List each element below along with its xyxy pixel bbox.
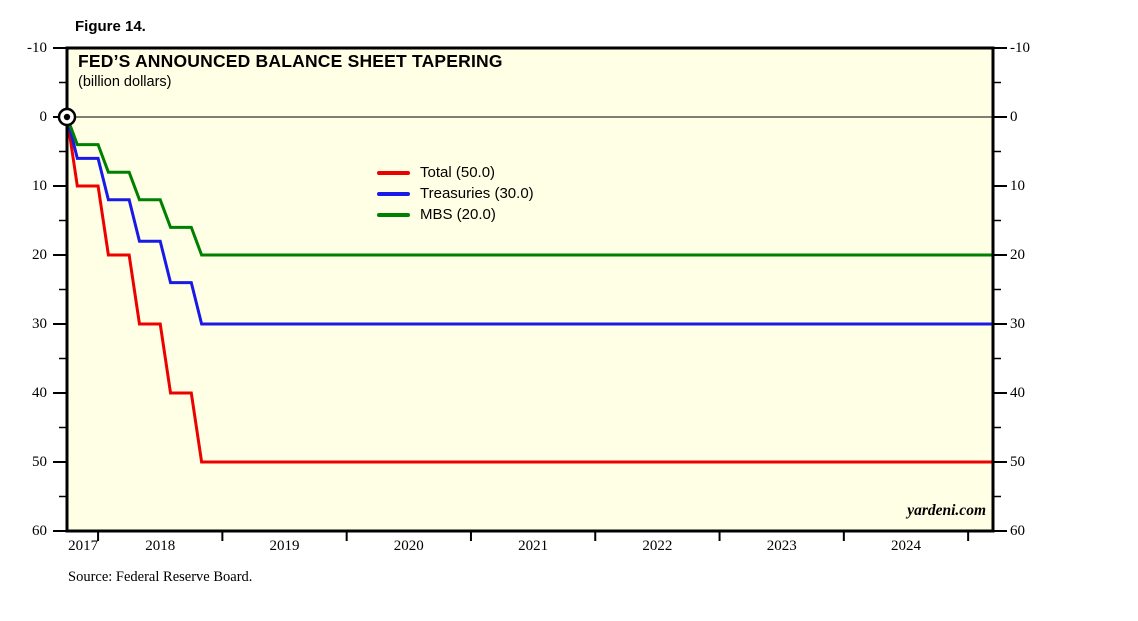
- x-axis-year-label: 2023: [766, 538, 797, 554]
- x-axis-year-label: 2021: [518, 538, 549, 554]
- y-axis-label-right: 20: [1010, 247, 1025, 263]
- y-axis-label-right: 10: [1010, 178, 1025, 194]
- x-axis-year-label: 2022: [642, 538, 673, 554]
- y-axis-label-left: 50: [32, 454, 47, 470]
- y-axis-label-right: 40: [1010, 385, 1025, 401]
- legend-item-mbs: MBS (20.0): [377, 204, 534, 225]
- legend: Total (50.0) Treasuries (30.0) MBS (20.0…: [377, 162, 534, 225]
- y-axis-label-left: 0: [39, 109, 48, 125]
- series-line-total: [65, 116, 993, 464]
- legend-item-total: Total (50.0): [377, 162, 534, 183]
- origin-marker-dot: [63, 113, 71, 121]
- watermark: yardeni.com: [907, 502, 986, 519]
- y-axis-label-left: -10: [27, 40, 47, 56]
- y-axis-label-right: 60: [1010, 523, 1025, 539]
- y-axis-label-left: 10: [32, 178, 47, 194]
- legend-swatch-mbs: [377, 212, 410, 217]
- figure-label: Figure 14.: [75, 18, 146, 35]
- x-axis-year-label: 2020: [393, 538, 424, 554]
- chart-subtitle: (billion dollars): [78, 74, 172, 90]
- legend-swatch-total: [377, 170, 410, 175]
- chart-title: FED’S ANNOUNCED BALANCE SHEET TAPERING: [78, 51, 503, 71]
- source-note: Source: Federal Reserve Board.: [68, 569, 253, 585]
- y-axis-label-left: 40: [32, 385, 47, 401]
- x-axis-year-label: 2019: [269, 538, 300, 554]
- x-axis-year-label: 2017: [68, 538, 99, 554]
- y-axis-label-left: 20: [32, 247, 47, 263]
- series-line-mbs: [65, 116, 993, 257]
- legend-label-total: Total (50.0): [420, 164, 496, 181]
- legend-swatch-treasuries: [377, 191, 410, 196]
- legend-item-treasuries: Treasuries (30.0): [377, 183, 534, 204]
- series-line-treasuries: [65, 116, 993, 326]
- y-axis-label-left: 30: [32, 316, 47, 332]
- x-axis-year-label: 2018: [145, 538, 176, 554]
- y-axis-label-right: 0: [1010, 109, 1018, 125]
- y-axis-label-left: 60: [32, 523, 47, 539]
- y-axis-label-right: -10: [1010, 40, 1030, 56]
- y-axis-label-right: 30: [1010, 316, 1025, 332]
- plot-background: [67, 48, 993, 531]
- plot-border: [65, 46, 995, 533]
- x-axis-year-label: 2024: [890, 538, 921, 554]
- y-axis-label-right: 50: [1010, 454, 1025, 470]
- legend-label-treasuries: Treasuries (30.0): [420, 185, 534, 202]
- legend-label-mbs: MBS (20.0): [420, 206, 496, 223]
